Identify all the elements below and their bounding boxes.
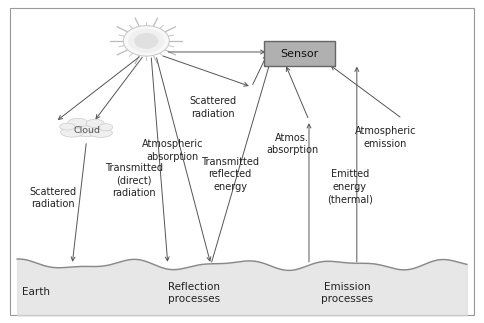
Ellipse shape — [90, 129, 112, 137]
Text: Emitted
energy
(thermal): Emitted energy (thermal) — [327, 170, 373, 204]
Circle shape — [123, 26, 169, 56]
Ellipse shape — [68, 118, 88, 127]
Text: Transmitted
reflected
energy: Transmitted reflected energy — [201, 157, 259, 192]
FancyBboxPatch shape — [263, 41, 335, 66]
Text: Atmospheric
emission: Atmospheric emission — [355, 127, 416, 149]
Circle shape — [128, 29, 165, 53]
Text: Earth: Earth — [22, 287, 50, 297]
Text: Reflection
processes: Reflection processes — [168, 282, 220, 305]
Ellipse shape — [66, 123, 107, 136]
Ellipse shape — [60, 123, 75, 130]
Text: Scattered
radiation: Scattered radiation — [30, 187, 76, 209]
Ellipse shape — [98, 124, 113, 131]
Text: Atmospheric
absorption: Atmospheric absorption — [142, 139, 203, 162]
Circle shape — [135, 33, 158, 49]
Text: Transmitted
(direct)
radiation: Transmitted (direct) radiation — [106, 163, 164, 198]
Ellipse shape — [86, 119, 104, 128]
Text: Sensor: Sensor — [280, 48, 318, 58]
Text: Emission
processes: Emission processes — [321, 282, 373, 305]
Text: Cloud: Cloud — [73, 126, 100, 135]
Text: Scattered
radiation: Scattered radiation — [190, 96, 237, 119]
Ellipse shape — [60, 128, 84, 137]
Text: Atmos.
absorption: Atmos. absorption — [266, 133, 318, 155]
